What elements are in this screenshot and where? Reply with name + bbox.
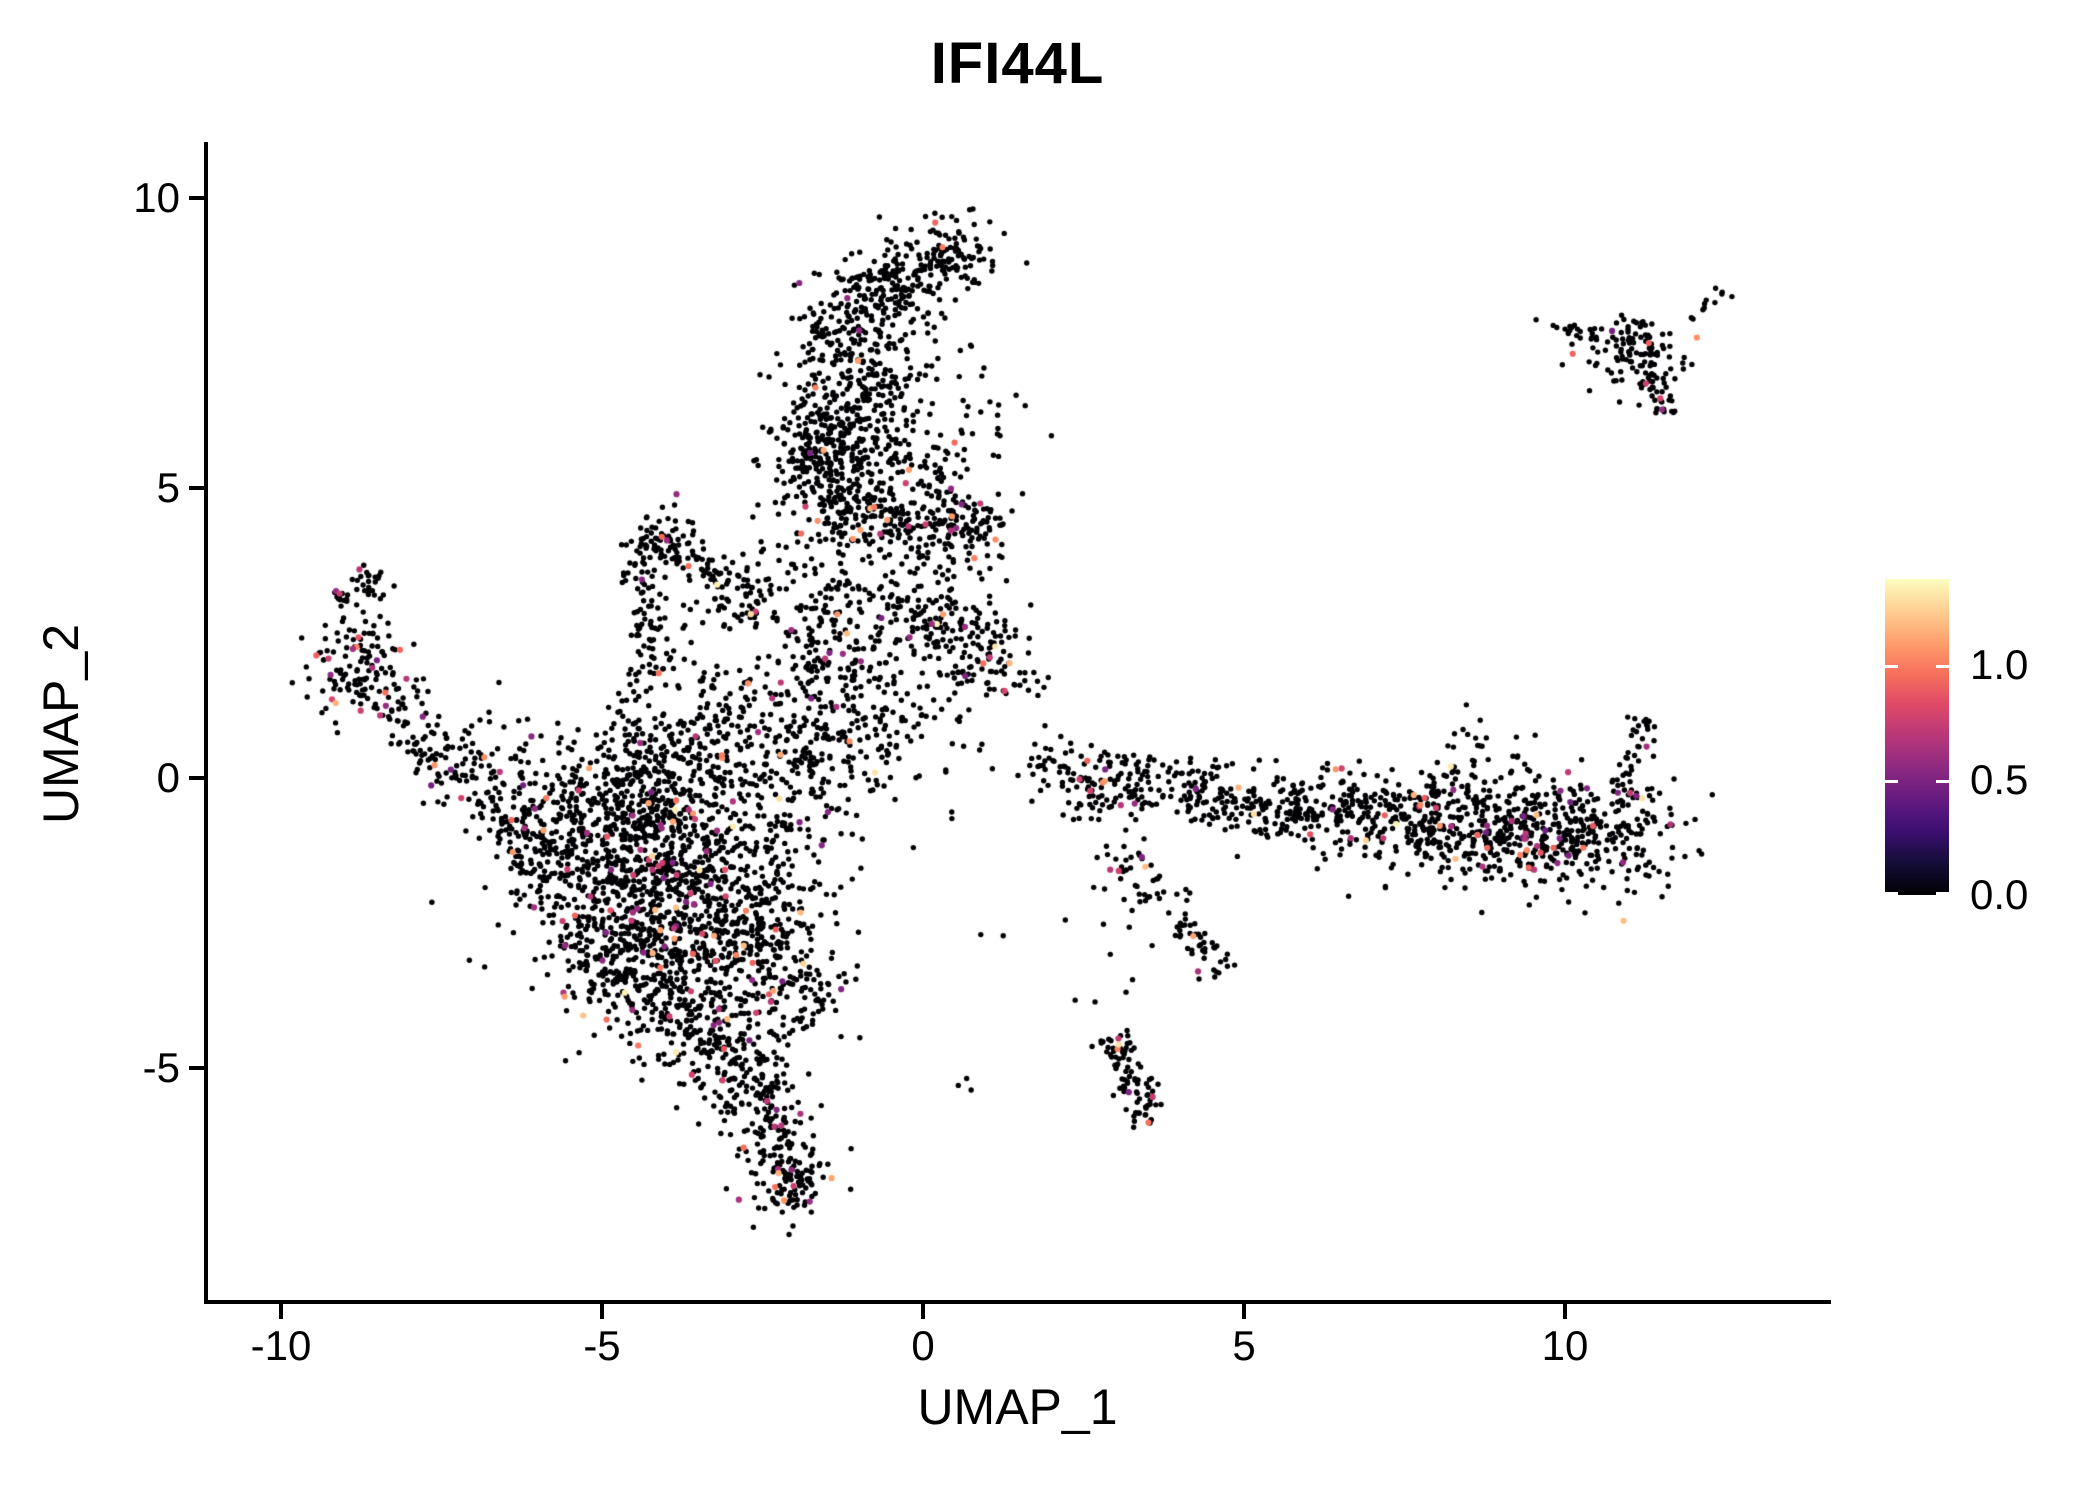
colorbar-tick-mark (1885, 780, 1898, 783)
colorbar-tick-label: 0.0 (1970, 871, 2029, 918)
x-tick-label: 5 (1232, 1322, 1256, 1369)
x-tick-mark (600, 1304, 604, 1319)
y-tick-label: 5 (156, 464, 180, 511)
x-tick-mark (921, 1304, 925, 1319)
x-tick-mark (279, 1304, 283, 1319)
colorbar-tick-mark (1936, 665, 1949, 668)
x-axis-line (204, 1300, 1831, 1304)
colorbar-tick-mark (1885, 665, 1898, 668)
y-tick-mark (189, 776, 204, 780)
x-tick-label: -10 (250, 1322, 312, 1369)
x-tick-mark (1242, 1304, 1246, 1319)
y-tick-label: 0 (156, 754, 180, 801)
y-tick-mark (189, 196, 204, 200)
colorbar-tick-label: 0.5 (1970, 756, 2029, 803)
x-tick-label: 10 (1541, 1322, 1589, 1369)
x-tick-label: -5 (583, 1322, 621, 1369)
colorbar-tick-mark (1885, 892, 1898, 895)
colorbar-gradient (1885, 579, 1949, 895)
y-tick-label: -5 (142, 1044, 180, 1091)
x-tick-label: 0 (911, 1322, 935, 1369)
y-axis-title: UMAP_2 (33, 623, 89, 825)
colorbar-tick-label: 1.0 (1970, 641, 2029, 688)
y-tick-mark (189, 486, 204, 490)
colorbar-tick-mark (1936, 780, 1949, 783)
y-axis-line (204, 142, 208, 1304)
y-tick-mark (189, 1066, 204, 1070)
x-tick-mark (1563, 1304, 1567, 1319)
colorbar-tick-mark (1936, 892, 1949, 895)
x-axis-title: UMAP_1 (917, 1379, 1118, 1435)
y-tick-label: 10 (133, 174, 180, 221)
